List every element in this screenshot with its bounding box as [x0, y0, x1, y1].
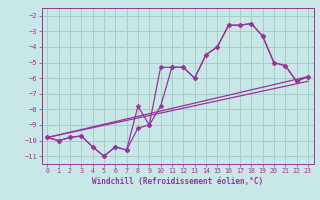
X-axis label: Windchill (Refroidissement éolien,°C): Windchill (Refroidissement éolien,°C): [92, 177, 263, 186]
